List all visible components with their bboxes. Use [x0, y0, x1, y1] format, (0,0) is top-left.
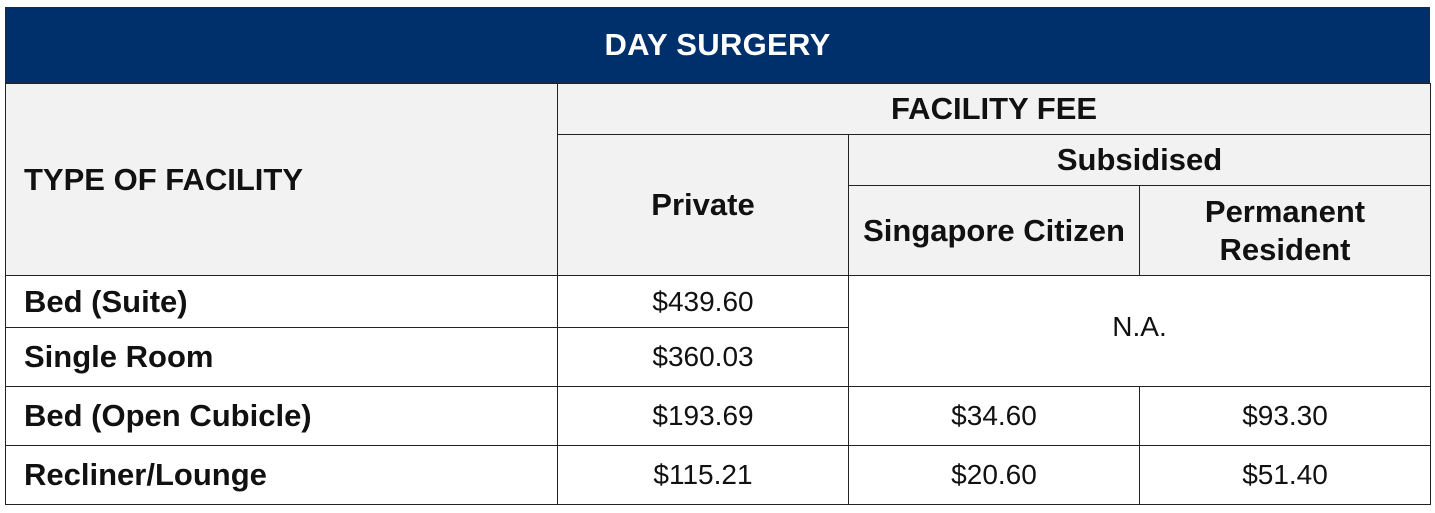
- subsidised-header: Subsidised: [847, 134, 1432, 186]
- row-label: Bed (Open Cubicle): [5, 386, 558, 446]
- row-label: Bed (Suite): [5, 275, 558, 328]
- header-row-1: TYPE OF FACILITY FACILITY FEE: [5, 83, 1432, 276]
- day-surgery-fee-table: DAY SURGERY TYPE OF FACILITY FACILITY FE…: [5, 7, 1432, 505]
- citizen-fee: $34.60: [848, 386, 1140, 446]
- table-row: Bed (Suite) $439.60 N.A.: [5, 275, 1432, 387]
- singapore-citizen-header: Singapore Citizen: [848, 185, 1140, 276]
- table-row: Single Room $360.03: [5, 327, 1431, 387]
- resident-fee: $51.40: [1138, 445, 1432, 505]
- private-fee: $360.03: [557, 327, 849, 387]
- row-label: Single Room: [5, 327, 558, 387]
- header-row-3: Singapore Citizen Permanent Resident: [6, 185, 1432, 276]
- facility-fee-header: FACILITY FEE: [556, 83, 1432, 135]
- header-row-2: Private Subsidised: [6, 134, 1432, 276]
- resident-fee: $93.30: [1138, 386, 1432, 446]
- fee-table: TYPE OF FACILITY FACILITY FEE Private Su…: [5, 83, 1432, 505]
- private-header: Private: [557, 134, 849, 276]
- table-row: Recliner/Lounge $115.21 $20.60 $51.40: [5, 445, 1432, 505]
- type-of-facility-header: TYPE OF FACILITY: [5, 83, 558, 276]
- not-applicable-cell: N.A.: [847, 275, 1432, 387]
- citizen-fee: $20.60: [848, 445, 1140, 505]
- private-fee: $439.60: [557, 275, 849, 328]
- row-label: Recliner/Lounge: [5, 445, 558, 505]
- permanent-resident-header: Permanent Resident: [1138, 185, 1432, 276]
- private-fee: $193.69: [557, 386, 849, 446]
- private-fee: $115.21: [557, 445, 849, 505]
- table-title: DAY SURGERY: [5, 7, 1430, 83]
- table-row: Bed (Open Cubicle) $193.69 $34.60 $93.30: [5, 386, 1432, 446]
